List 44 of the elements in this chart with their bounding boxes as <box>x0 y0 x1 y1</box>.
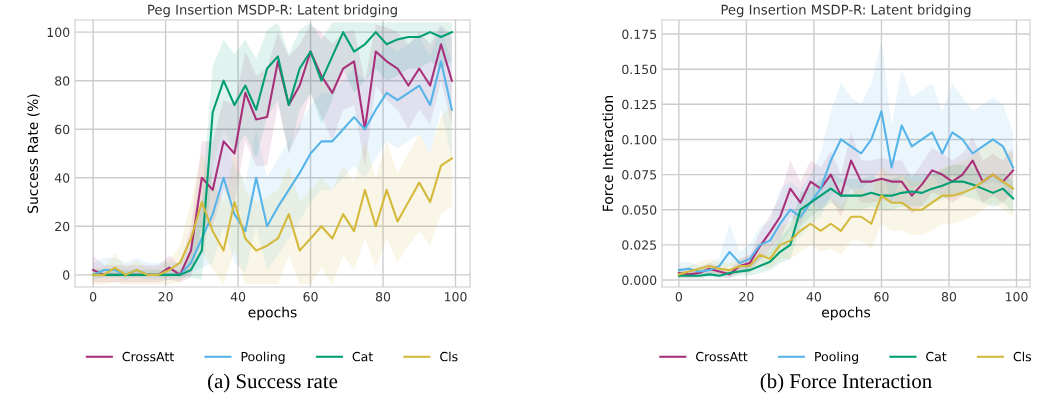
y-tick-label: 60 <box>55 124 70 135</box>
legend-label: Cat <box>926 351 947 362</box>
x-tick-label: 0 <box>89 292 97 302</box>
y-tick-label: 0.150 <box>622 64 657 75</box>
y-tick-label: 20 <box>55 221 70 232</box>
x-tick-label: 100 <box>444 292 467 302</box>
x-tick-label: 20 <box>739 292 754 302</box>
x-axis-title: epochs <box>248 306 297 321</box>
x-axis-title: epochs <box>822 306 871 321</box>
y-tick-label: 0.100 <box>622 134 657 145</box>
y-tick-label: 100 <box>47 27 70 38</box>
y-tick-label: 0.000 <box>622 275 657 285</box>
y-tick-label: 40 <box>54 173 70 183</box>
x-tick-label: 20 <box>158 292 173 302</box>
line-series <box>92 157 453 276</box>
y-axis-title: Success Rate (%) <box>27 94 40 213</box>
x-tick-label: 80 <box>941 292 957 302</box>
y-tick-label: 0.125 <box>622 99 657 110</box>
x-tick-label: 40 <box>230 292 246 302</box>
y-tick-label: 0 <box>63 270 70 280</box>
legend-label: Pooling <box>241 351 285 364</box>
x-tick-label: 60 <box>303 292 318 302</box>
legend-label: Cat <box>352 351 373 362</box>
y-tick-label: 0.075 <box>622 170 657 180</box>
legend-label: CrossAtt <box>696 351 748 362</box>
y-tick-label: 80 <box>55 76 70 86</box>
x-tick-label: 100 <box>1005 292 1028 302</box>
legend-label: CrossAtt <box>122 351 174 362</box>
chart-title: Peg Insertion MSDP-R: Latent bridging <box>721 4 971 18</box>
text: (a) Success rate <box>208 373 338 393</box>
y-tick-label: 0.025 <box>622 240 657 250</box>
x-tick-label: 60 <box>874 292 889 302</box>
y-axis-title: Force Interaction <box>602 96 614 211</box>
legend-label: Cls <box>440 351 458 362</box>
y-tick-label: 0.050 <box>622 205 657 215</box>
x-tick-label: 0 <box>675 292 683 302</box>
legend-label: Pooling <box>815 351 859 364</box>
legend-label: Cls <box>1013 351 1032 362</box>
x-tick-label: 80 <box>375 292 391 302</box>
chart-title: Peg Insertion MSDP-R: Latent bridging <box>148 4 397 18</box>
x-tick-label: 40 <box>806 292 822 302</box>
y-tick-label: 0.175 <box>622 29 657 39</box>
text: (b) Force Interaction <box>760 373 932 393</box>
line-series <box>677 110 1015 273</box>
